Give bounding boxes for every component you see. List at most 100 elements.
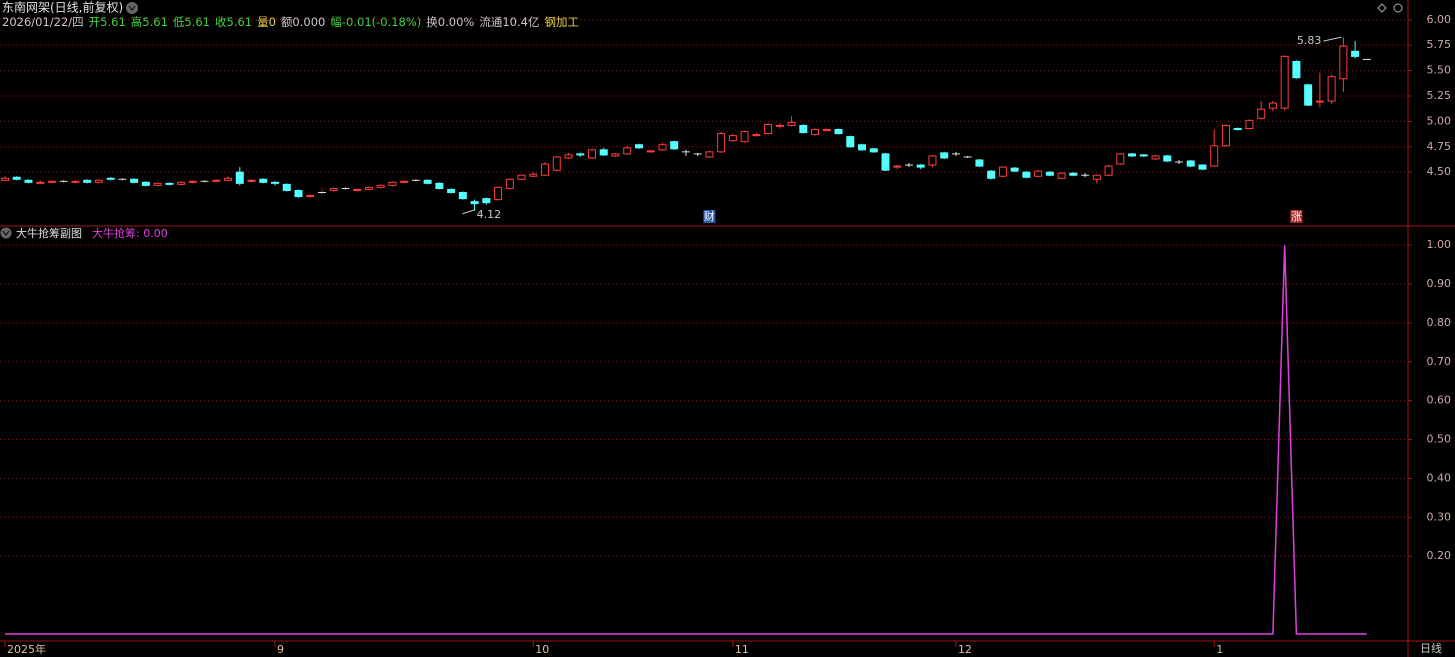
quote-field: 开5.61	[88, 15, 126, 29]
event-marker: 涨	[1291, 210, 1302, 223]
candle-body	[646, 150, 655, 153]
candle-body	[1116, 153, 1125, 165]
candle-body	[1327, 76, 1336, 102]
candle-body	[611, 153, 620, 157]
y-tick-label: 0.40	[1427, 471, 1452, 484]
y-tick-label: 4.50	[1427, 165, 1452, 178]
indicator-legend: 大牛抢筹: 0.00	[92, 226, 168, 240]
indicator-title: 大牛抢筹副图	[16, 226, 82, 240]
candle-body	[212, 179, 221, 182]
candle-body	[1022, 171, 1031, 178]
candle-body	[975, 159, 984, 167]
y-tick-label: 5.00	[1427, 114, 1452, 127]
quote-field: 换0.00%	[426, 15, 475, 29]
low-label: 4.12	[477, 208, 502, 221]
y-tick-label: 0.80	[1427, 316, 1452, 329]
candle-body	[294, 189, 303, 198]
candle-body	[529, 173, 538, 177]
candle-body	[505, 178, 514, 189]
y-tick-label: 1.00	[1427, 238, 1452, 251]
candle-body	[235, 171, 244, 184]
candle-body	[998, 166, 1007, 177]
quote-field: 流通10.4亿	[479, 15, 540, 29]
candle-body	[1010, 167, 1019, 172]
candle-body	[1057, 172, 1066, 179]
candle-body	[388, 181, 397, 186]
candle-body	[435, 182, 444, 189]
high-label: 5.83	[1297, 34, 1322, 47]
candle-body	[1034, 170, 1043, 177]
event-marker: 财	[704, 209, 715, 223]
candle-body	[177, 181, 186, 185]
candle-body	[47, 180, 56, 183]
menu-chevron	[128, 5, 136, 11]
high-pointer	[1323, 36, 1342, 42]
candle-body	[658, 144, 667, 151]
candle-body	[1186, 160, 1195, 167]
y-tick-label: 4.75	[1427, 140, 1452, 153]
low-pointer	[462, 209, 475, 215]
candle-body	[1257, 108, 1266, 119]
quote-field: 收5.61	[215, 15, 253, 29]
x-tick-label: 1	[1216, 643, 1223, 656]
candle-body	[517, 174, 526, 180]
candle-body	[1339, 45, 1348, 80]
candle-body	[1092, 174, 1101, 180]
candle-body	[1245, 119, 1254, 129]
candle-body	[588, 149, 596, 159]
candle-body	[447, 188, 456, 193]
candle-body	[858, 144, 867, 151]
candle-body	[599, 149, 608, 156]
candle-body	[470, 201, 479, 205]
candle-body	[775, 124, 784, 127]
candle-body	[1280, 55, 1289, 109]
circle-icon[interactable]	[1393, 3, 1403, 13]
candle-body	[869, 148, 878, 153]
candle-body	[541, 163, 550, 176]
panel-menu-icon[interactable]	[0, 227, 12, 239]
candle-body	[141, 181, 150, 186]
candle-body	[247, 179, 256, 182]
candle-body	[1304, 84, 1313, 106]
candle-body	[705, 151, 714, 158]
panel-chevron	[2, 230, 10, 236]
candle-body	[811, 129, 820, 136]
candle-body	[36, 181, 45, 184]
candle-body	[71, 180, 80, 183]
y-tick-label: 0.90	[1427, 277, 1452, 290]
candle-body	[916, 164, 925, 168]
candle-body	[940, 152, 949, 159]
candle-body	[83, 179, 92, 183]
x-tick-label: 2025年	[7, 642, 46, 656]
candle-body	[846, 136, 855, 148]
candle-body	[458, 191, 467, 200]
period-label: 日线	[1420, 641, 1442, 655]
candle-body	[552, 156, 561, 171]
candle-body	[987, 170, 996, 179]
candle-body	[764, 123, 773, 135]
candle-body	[1292, 60, 1301, 79]
candle-body	[1139, 154, 1148, 157]
candle-body	[670, 141, 679, 150]
candle-body	[329, 187, 338, 191]
candle-body	[928, 155, 937, 166]
candle-body	[1315, 100, 1324, 103]
y-tick-label: 0.50	[1427, 433, 1452, 446]
y-tick-label: 5.75	[1427, 38, 1452, 51]
candle-body	[494, 186, 503, 201]
y-tick-label: 6.00	[1427, 13, 1452, 26]
event-badge	[703, 210, 716, 223]
candle-body	[717, 133, 726, 153]
candle-body	[24, 179, 33, 183]
candle-body	[1163, 155, 1172, 162]
quote-field: 量0	[257, 15, 276, 29]
menu-icon[interactable]	[126, 2, 138, 14]
candle-body	[822, 129, 831, 132]
indicator-line	[5, 245, 1367, 635]
diamond-icon[interactable]	[1377, 3, 1387, 13]
candle-body	[130, 178, 139, 183]
x-tick-label: 11	[735, 643, 749, 656]
candle-body	[376, 184, 385, 188]
